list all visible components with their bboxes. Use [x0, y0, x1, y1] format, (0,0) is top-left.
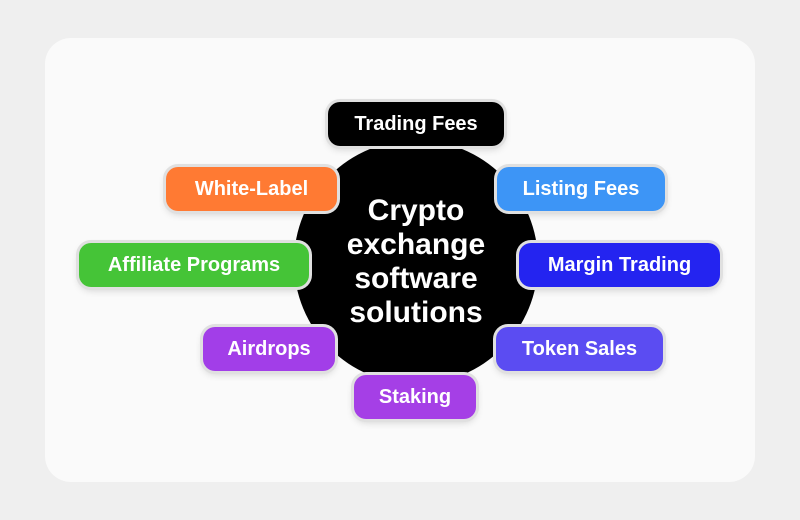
- center-title: Crypto exchange software solutions: [321, 194, 511, 330]
- center-title-line: software: [354, 262, 478, 295]
- airdrops-pill: Airdrops: [203, 327, 335, 371]
- listing-fees-pill: Listing Fees: [497, 167, 665, 211]
- center-title-line: exchange: [346, 228, 486, 261]
- token-sales-pill: Token Sales: [496, 327, 663, 371]
- staking-pill: Staking: [354, 375, 476, 419]
- affiliate-programs-pill: Affiliate Programs: [79, 243, 309, 287]
- center-title-line: Crypto: [367, 194, 465, 227]
- trading-fees-pill: Trading Fees: [328, 102, 504, 146]
- white-label-pill: White-Label: [166, 167, 337, 211]
- center-title-line: solutions: [349, 296, 483, 329]
- margin-trading-pill: Margin Trading: [519, 243, 720, 287]
